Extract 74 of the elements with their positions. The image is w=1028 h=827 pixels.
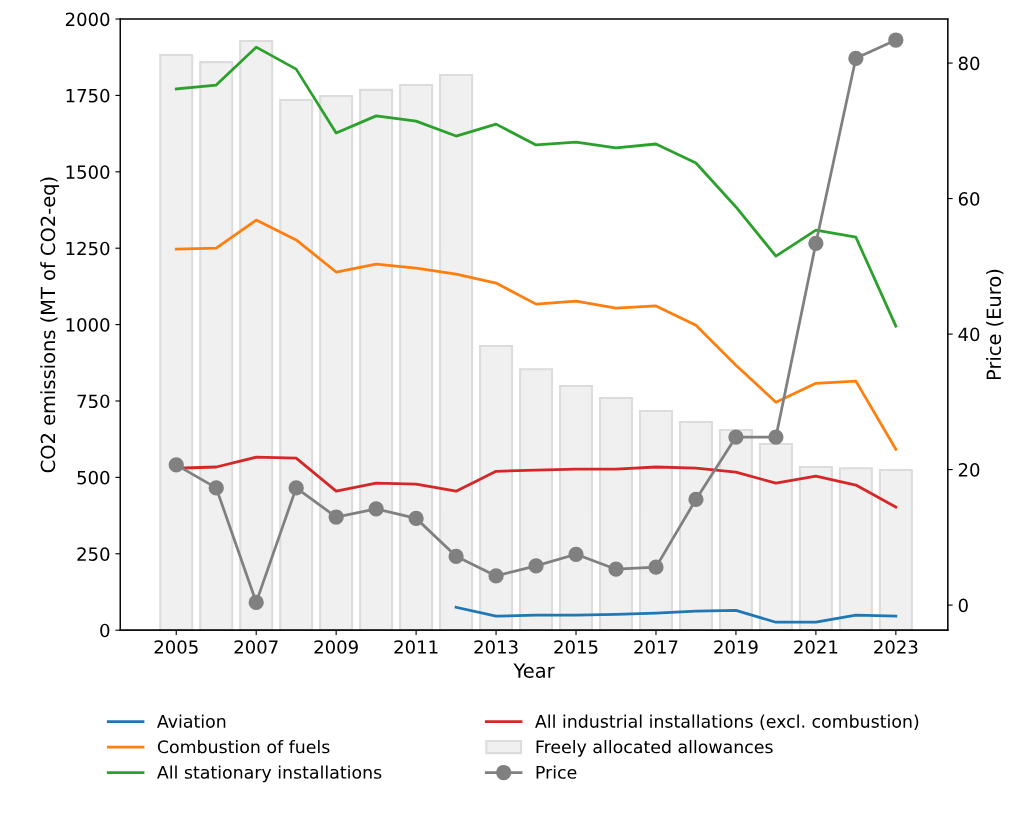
bar <box>279 98 314 631</box>
y2-tick-label: 80 <box>958 56 980 71</box>
y-tick-label: 250 <box>77 547 110 561</box>
point <box>168 457 184 473</box>
line-series <box>454 605 898 624</box>
bar <box>399 83 434 631</box>
bar <box>359 88 394 631</box>
y-tick-label: 1000 <box>66 318 110 332</box>
bar <box>598 396 634 631</box>
x-tick-label: 2023 <box>874 640 918 654</box>
legend-label: All stationary installations <box>157 765 382 783</box>
point <box>248 594 264 611</box>
bar <box>638 410 674 631</box>
bar <box>678 421 713 631</box>
y-axis-title: CO2 emissions (MT of CO2-eq) <box>40 177 60 473</box>
point <box>808 235 824 251</box>
bar <box>439 73 474 631</box>
point <box>528 558 544 574</box>
x-tick-label: 2017 <box>634 640 678 654</box>
x-tick-label: 2013 <box>474 640 518 654</box>
bar <box>838 467 873 631</box>
point <box>208 480 224 496</box>
bar <box>519 368 554 631</box>
point <box>368 501 384 517</box>
bar <box>798 465 833 631</box>
y-tick-label: 500 <box>77 470 110 485</box>
point <box>488 568 504 584</box>
bar <box>878 469 913 631</box>
x-tick-label: 2005 <box>154 640 198 654</box>
x-tick-label: 2007 <box>234 640 278 654</box>
legend-label: Combustion of fuels <box>157 739 330 754</box>
x-tick-label: 2009 <box>314 640 358 654</box>
x-tick-label: 2015 <box>554 640 598 654</box>
y-tick-label: 1250 <box>66 241 110 256</box>
x-tick-label: 2011 <box>394 640 438 654</box>
point <box>728 429 744 445</box>
legend-label: Aviation <box>157 714 226 728</box>
x-axis-title: Year <box>513 663 555 678</box>
line-series <box>174 218 898 451</box>
y-tick-label: 1500 <box>66 165 110 179</box>
bar <box>558 384 594 631</box>
y-tick-label: 0 <box>100 623 110 638</box>
bar <box>199 61 234 631</box>
bar <box>239 39 274 631</box>
point <box>448 548 464 564</box>
point <box>688 491 704 508</box>
point <box>608 561 624 577</box>
point <box>328 509 344 525</box>
bar <box>319 94 354 631</box>
point <box>288 480 304 496</box>
y2-tick-label: 20 <box>958 463 980 477</box>
point <box>848 50 864 66</box>
y-tick-label: 1750 <box>66 88 110 103</box>
bar <box>159 54 194 631</box>
y2-tick-label: 0 <box>958 598 968 613</box>
y2-tick-label: 40 <box>958 327 980 342</box>
y2-tick-label: 60 <box>958 192 980 206</box>
y-tick-label: 2000 <box>65 12 110 27</box>
y-tick-label: 750 <box>77 394 110 409</box>
point <box>568 546 584 562</box>
bar <box>758 443 793 631</box>
bar <box>479 344 514 631</box>
line-series <box>174 45 898 328</box>
x-tick-label: 2021 <box>794 640 838 654</box>
bar <box>718 428 753 631</box>
y2-axis-title: Price (Euro) <box>986 269 1004 380</box>
point <box>408 510 424 527</box>
legend-label: Freely allocated allowances <box>536 739 773 757</box>
legend-label: Price <box>536 765 577 779</box>
x-tick-label: 2019 <box>714 640 758 654</box>
legend-label: All industrial installations (excl. combustion) <box>535 714 919 730</box>
point <box>888 32 904 48</box>
point <box>648 559 664 575</box>
point <box>768 429 784 445</box>
